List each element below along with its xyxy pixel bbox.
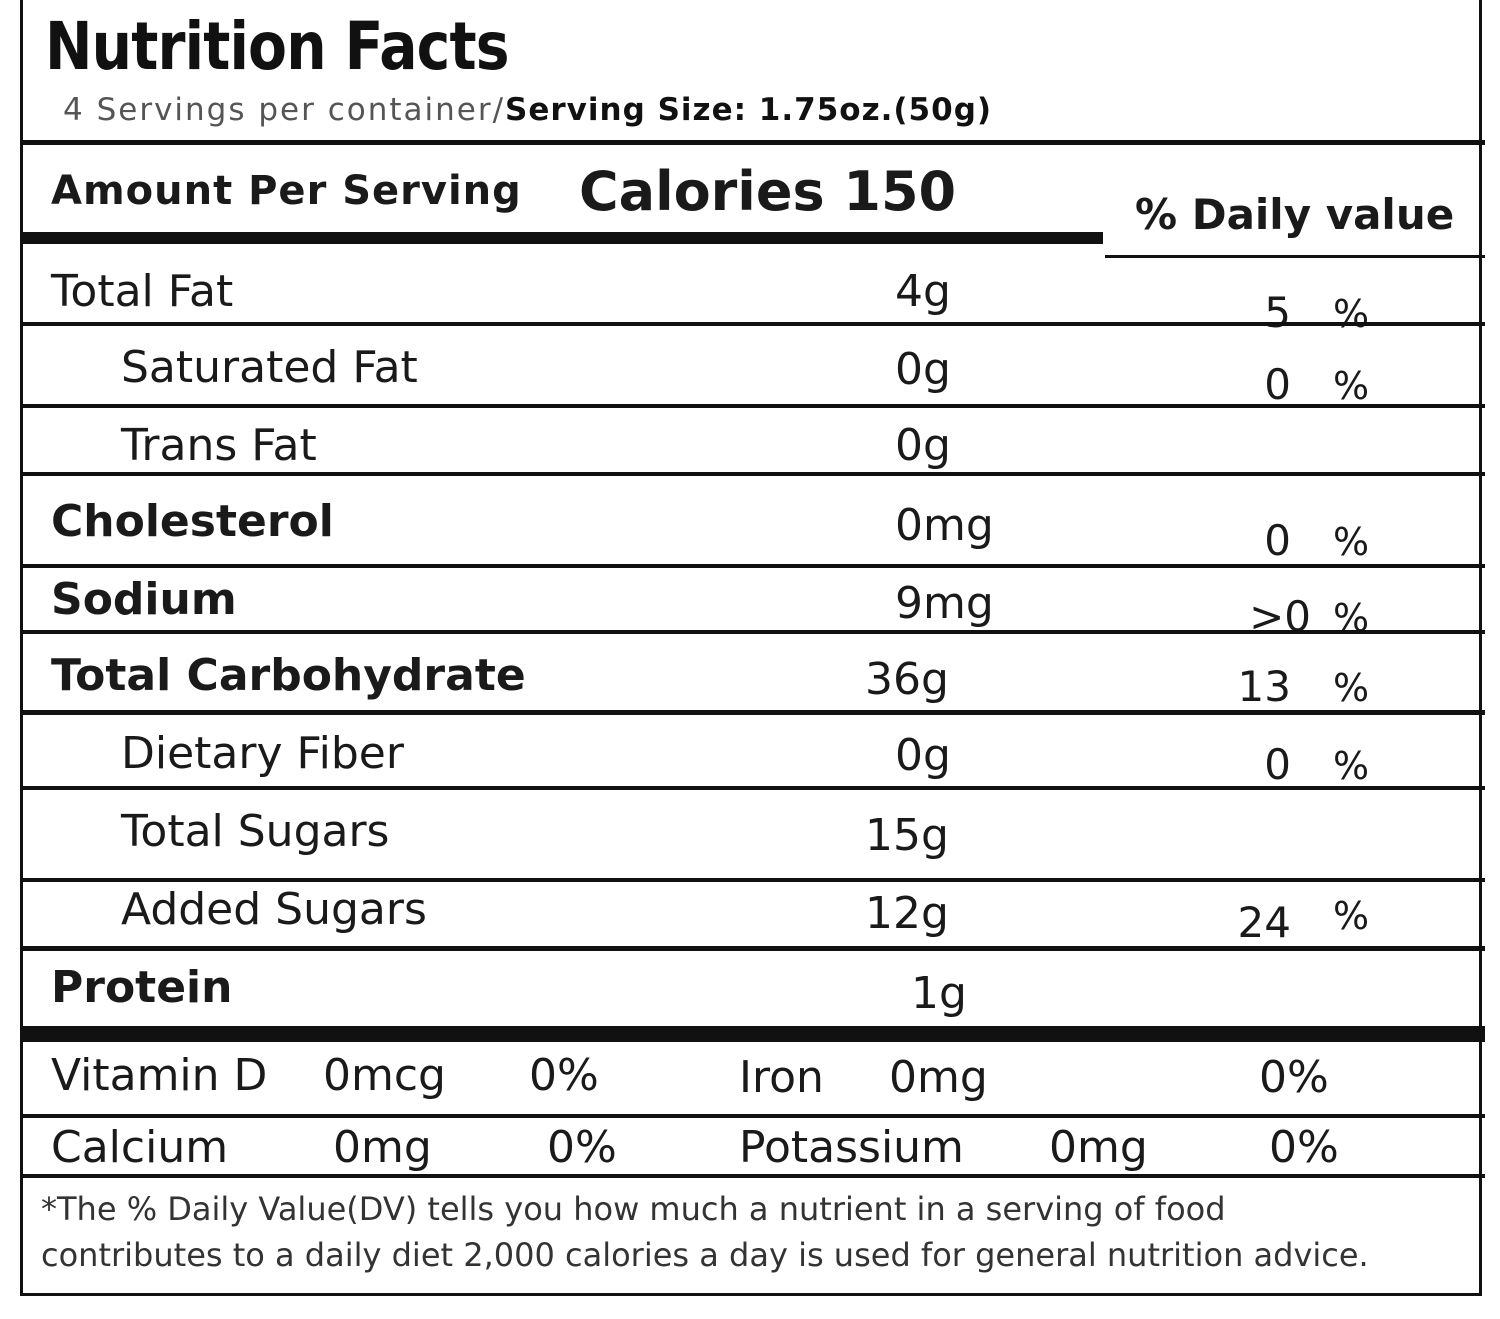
- nutrient-name: Total Carbohydrate: [51, 650, 526, 701]
- divider: [23, 1114, 1485, 1118]
- divider: [23, 472, 1485, 476]
- calcium-name: Calcium: [51, 1122, 229, 1173]
- percent-sign: %: [1333, 744, 1370, 788]
- nutrient-name: Total Sugars: [121, 806, 390, 857]
- iron-amount: 0mg: [889, 1052, 988, 1103]
- nutrient-dv: 5: [1264, 288, 1291, 337]
- nutrient-name: Added Sugars: [121, 884, 427, 935]
- divider: [23, 564, 1485, 568]
- nutrient-amount: 12g: [865, 888, 949, 939]
- servings-per-container: 4 Servings per container/: [63, 92, 506, 128]
- serving-info: 4 Servings per container/Serving Size: 1…: [63, 92, 992, 128]
- nutrition-label: Nutrition Facts 4 Servings per container…: [20, 0, 1485, 1296]
- divider: [23, 322, 1485, 326]
- percent-sign: %: [1333, 292, 1370, 336]
- divider: [23, 946, 1485, 951]
- nutrient-name: Saturated Fat: [121, 342, 418, 393]
- nutrient-amount: 9mg: [895, 578, 994, 629]
- divider: [23, 404, 1485, 408]
- thick-divider: [23, 232, 1103, 244]
- divider: [23, 786, 1485, 790]
- nutrient-amount: 0g: [895, 420, 951, 471]
- vitamin-d-amount: 0mcg: [323, 1050, 446, 1101]
- footnote-line-1: *The % Daily Value(DV) tells you how muc…: [41, 1190, 1226, 1228]
- calcium-amount: 0mg: [333, 1122, 432, 1173]
- nutrient-name: Sodium: [51, 574, 237, 625]
- percent-sign: %: [1333, 520, 1370, 564]
- nutrient-dv: 24: [1237, 898, 1291, 947]
- serving-size: Serving Size: 1.75oz.(50g): [505, 92, 993, 128]
- vitamin-d-dv: 0%: [529, 1050, 599, 1101]
- percent-sign: %: [1333, 364, 1370, 408]
- footnote-line-2: contributes to a daily diet 2,000 calori…: [41, 1236, 1369, 1274]
- divider: [23, 630, 1485, 634]
- iron-dv: 0%: [1259, 1052, 1329, 1103]
- nutrient-name: Cholesterol: [51, 496, 334, 547]
- thick-divider: [23, 1026, 1485, 1042]
- divider: [23, 878, 1485, 882]
- divider: [23, 710, 1485, 715]
- nutrient-amount: 0g: [895, 344, 951, 395]
- percent-sign: %: [1333, 666, 1370, 710]
- amount-per-serving: Amount Per Serving: [51, 168, 522, 214]
- nutrient-amount: 0mg: [895, 500, 994, 551]
- label-title: Nutrition Facts: [45, 8, 510, 85]
- nutrient-dv: 13: [1237, 662, 1291, 711]
- nutrient-name: Protein: [51, 962, 233, 1013]
- potassium-name: Potassium: [739, 1122, 964, 1173]
- calories: Calories 150: [579, 160, 957, 223]
- nutrient-dv: 0: [1264, 516, 1291, 565]
- nutrient-dv: 0: [1264, 740, 1291, 789]
- nutrient-amount: 4g: [895, 266, 951, 317]
- nutrient-amount: 36g: [865, 654, 949, 705]
- nutrient-amount: 1g: [911, 968, 967, 1019]
- nutrient-amount: 15g: [865, 810, 949, 861]
- nutrient-name: Trans Fat: [121, 420, 317, 471]
- potassium-dv: 0%: [1269, 1122, 1339, 1173]
- divider: [1105, 255, 1485, 258]
- daily-value-header: % Daily value: [1135, 190, 1455, 239]
- divider: [23, 1174, 1485, 1178]
- percent-sign: %: [1333, 894, 1370, 938]
- nutrient-amount: 0g: [895, 730, 951, 781]
- nutrient-name: Total Fat: [51, 266, 234, 317]
- nutrient-dv: 0: [1264, 360, 1291, 409]
- potassium-amount: 0mg: [1049, 1122, 1148, 1173]
- iron-name: Iron: [739, 1052, 824, 1103]
- vitamin-d-name: Vitamin D: [51, 1050, 268, 1101]
- nutrient-name: Dietary Fiber: [121, 728, 404, 779]
- calcium-dv: 0%: [547, 1122, 617, 1173]
- divider: [23, 140, 1485, 145]
